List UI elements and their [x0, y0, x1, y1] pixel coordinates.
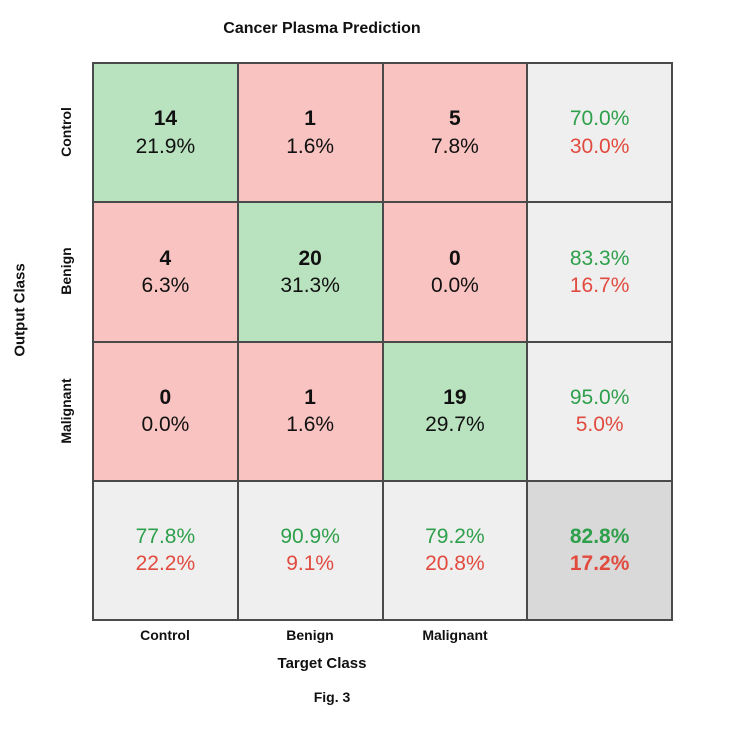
- cell-percent: 31.3%: [280, 273, 340, 297]
- cell-percent: 1.6%: [286, 413, 335, 437]
- error-cell-control-benign: 1 1.6%: [238, 64, 382, 202]
- cell-count: 19: [443, 385, 467, 409]
- overall-accuracy-cell: 82.8% 17.2%: [528, 481, 671, 619]
- col-positive-rate: 77.8%: [135, 525, 196, 549]
- row-positive-rate: 83.3%: [569, 246, 630, 270]
- cell-percent: 0.0%: [141, 413, 190, 437]
- row-summary-control: 70.0% 30.0%: [528, 64, 671, 202]
- col-summary-benign: 90.9% 9.1%: [238, 481, 382, 619]
- error-cell-benign-malignant: 0 0.0%: [383, 203, 527, 341]
- row-negative-rate: 16.7%: [569, 273, 630, 297]
- col-negative-rate: 22.2%: [135, 552, 196, 576]
- cell-percent: 0.0%: [430, 273, 479, 297]
- col-negative-rate: 20.8%: [425, 552, 485, 576]
- error-cell-benign-control: 4 6.3%: [94, 203, 237, 341]
- col-summary-control: 77.8% 22.2%: [94, 481, 237, 619]
- figure-caption: Fig. 3: [313, 689, 351, 705]
- overall-error: 17.2%: [569, 552, 630, 576]
- x-tick-control: Control: [140, 627, 190, 643]
- cell-count: 0: [449, 246, 461, 270]
- cell-percent: 1.6%: [286, 134, 335, 158]
- cell-percent: 21.9%: [135, 134, 196, 158]
- correct-cell-malignant-malignant: 19 29.7%: [383, 342, 527, 480]
- x-tick-malignant: Malignant: [422, 627, 488, 643]
- correct-cell-control-control: 14 21.9%: [94, 64, 237, 202]
- cell-count: 20: [298, 246, 322, 270]
- error-cell-control-malignant: 5 7.8%: [383, 64, 527, 202]
- error-cell-malignant-control: 0 0.0%: [94, 342, 237, 480]
- chart-title: Cancer Plasma Prediction: [223, 20, 421, 37]
- correct-cell-benign-benign: 20 31.3%: [238, 203, 382, 341]
- cell-count: 1: [304, 385, 316, 409]
- y-tick-control: Control: [58, 107, 74, 157]
- cell-count: 0: [159, 385, 172, 409]
- cell-percent: 6.3%: [141, 273, 190, 297]
- x-tick-benign: Benign: [286, 627, 334, 643]
- cell-count: 5: [449, 107, 461, 131]
- cell-count: 14: [153, 107, 178, 131]
- row-positive-rate: 95.0%: [569, 385, 630, 409]
- row-summary-malignant: 95.0% 5.0%: [528, 342, 671, 480]
- overall-accuracy: 82.8%: [569, 525, 630, 549]
- cell-percent: 29.7%: [425, 413, 485, 437]
- row-positive-rate: 70.0%: [569, 107, 630, 131]
- col-negative-rate: 9.1%: [286, 552, 335, 576]
- row-negative-rate: 30.0%: [569, 134, 630, 158]
- row-summary-benign: 83.3% 16.7%: [528, 203, 671, 341]
- error-cell-malignant-benign: 1 1.6%: [238, 342, 382, 480]
- y-axis-label: Output Class: [11, 263, 29, 357]
- col-positive-rate: 79.2%: [425, 525, 485, 549]
- confusion-matrix-grid: 14 21.9% 1 1.6% 5 7.8% 70.0% 30.0% 4 6.3% 20 31.3% 0…: [92, 62, 673, 621]
- cell-percent: 7.8%: [430, 134, 479, 158]
- col-summary-malignant: 79.2% 20.8%: [383, 481, 527, 619]
- y-tick-benign: Benign: [58, 247, 74, 296]
- x-axis-label: Target Class: [277, 655, 367, 672]
- y-tick-malignant: Malignant: [58, 377, 74, 444]
- row-negative-rate: 5.0%: [575, 413, 624, 437]
- cell-count: 4: [159, 246, 172, 270]
- cell-count: 1: [304, 107, 316, 131]
- col-positive-rate: 90.9%: [280, 525, 340, 549]
